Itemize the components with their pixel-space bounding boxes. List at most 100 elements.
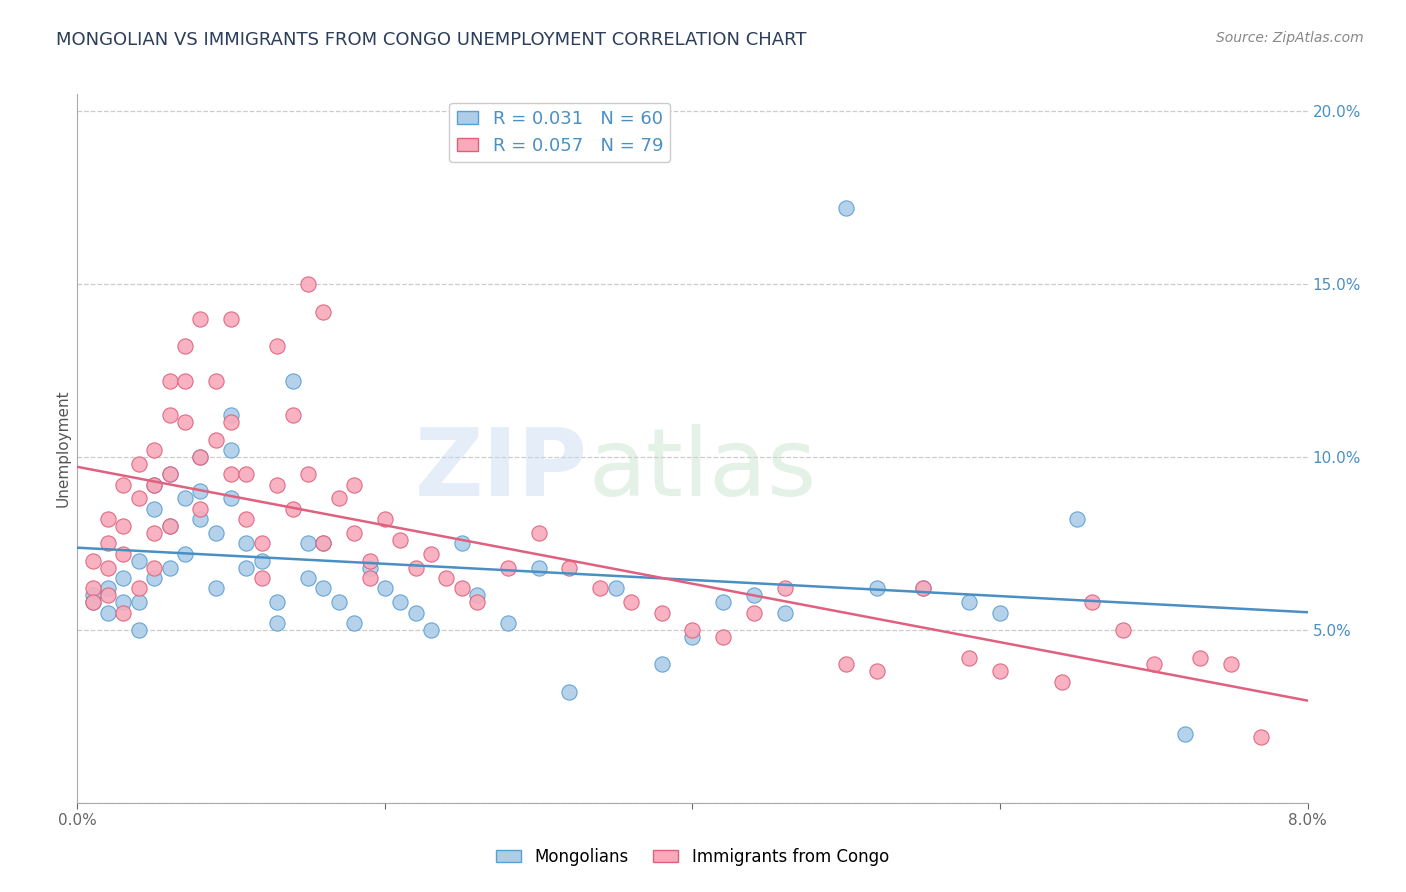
Point: [773, 582, 796, 596]
Point: [128, 623, 150, 637]
Point: [711, 595, 734, 609]
Point: [219, 311, 242, 326]
Point: [97, 582, 120, 596]
Point: [465, 588, 488, 602]
Point: [159, 560, 181, 574]
Legend: Mongolians, Immigrants from Congo: Mongolians, Immigrants from Congo: [489, 841, 896, 872]
Point: [112, 519, 135, 533]
Point: [266, 477, 288, 491]
Point: [1250, 730, 1272, 744]
Point: [82, 588, 104, 602]
Point: [235, 512, 257, 526]
Point: [1112, 623, 1135, 637]
Point: [374, 512, 396, 526]
Point: [128, 595, 150, 609]
Point: [97, 588, 120, 602]
Point: [527, 560, 550, 574]
Point: [235, 536, 257, 550]
Point: [97, 536, 120, 550]
Point: [527, 526, 550, 541]
Point: [82, 554, 104, 568]
Point: [496, 560, 519, 574]
Point: [742, 588, 765, 602]
Point: [266, 615, 288, 630]
Point: [711, 630, 734, 644]
Point: [159, 467, 181, 482]
Point: [143, 477, 166, 491]
Point: [219, 491, 242, 506]
Point: [682, 623, 704, 637]
Point: [866, 582, 889, 596]
Point: [235, 467, 257, 482]
Point: [128, 491, 150, 506]
Point: [174, 339, 197, 353]
Point: [266, 595, 288, 609]
Point: [112, 547, 135, 561]
Point: [281, 501, 304, 516]
Point: [450, 536, 472, 550]
Point: [343, 526, 366, 541]
Point: [82, 582, 104, 596]
Point: [190, 501, 212, 516]
Point: [1219, 657, 1241, 672]
Text: ZIP: ZIP: [415, 424, 588, 516]
Point: [190, 311, 212, 326]
Point: [988, 665, 1011, 679]
Point: [465, 595, 488, 609]
Point: [420, 623, 443, 637]
Point: [112, 595, 135, 609]
Point: [143, 560, 166, 574]
Point: [174, 374, 197, 388]
Point: [250, 571, 273, 585]
Point: [328, 595, 350, 609]
Point: [651, 657, 673, 672]
Point: [174, 491, 197, 506]
Point: [405, 606, 427, 620]
Point: [159, 467, 181, 482]
Point: [143, 477, 166, 491]
Point: [835, 201, 858, 215]
Point: [159, 409, 181, 423]
Point: [159, 519, 181, 533]
Point: [297, 277, 319, 291]
Point: [143, 442, 166, 457]
Point: [159, 374, 181, 388]
Point: [605, 582, 627, 596]
Text: MONGOLIAN VS IMMIGRANTS FROM CONGO UNEMPLOYMENT CORRELATION CHART: MONGOLIAN VS IMMIGRANTS FROM CONGO UNEMP…: [56, 31, 807, 49]
Point: [1050, 674, 1073, 689]
Point: [82, 595, 104, 609]
Point: [343, 477, 366, 491]
Point: [235, 560, 257, 574]
Point: [359, 560, 381, 574]
Point: [742, 606, 765, 620]
Point: [266, 339, 288, 353]
Point: [1143, 657, 1166, 672]
Point: [128, 554, 150, 568]
Point: [204, 582, 226, 596]
Point: [128, 582, 150, 596]
Point: [312, 536, 335, 550]
Point: [420, 547, 443, 561]
Point: [97, 560, 120, 574]
Point: [1188, 650, 1211, 665]
Point: [312, 536, 335, 550]
Point: [159, 519, 181, 533]
Point: [250, 554, 273, 568]
Point: [1081, 595, 1104, 609]
Point: [912, 582, 935, 596]
Point: [143, 571, 166, 585]
Point: [558, 560, 581, 574]
Point: [174, 415, 197, 429]
Point: [190, 450, 212, 464]
Point: [97, 606, 120, 620]
Point: [143, 501, 166, 516]
Point: [988, 606, 1011, 620]
Point: [281, 374, 304, 388]
Point: [436, 571, 458, 585]
Point: [219, 409, 242, 423]
Point: [204, 433, 226, 447]
Point: [204, 374, 226, 388]
Point: [328, 491, 350, 506]
Point: [281, 409, 304, 423]
Point: [128, 457, 150, 471]
